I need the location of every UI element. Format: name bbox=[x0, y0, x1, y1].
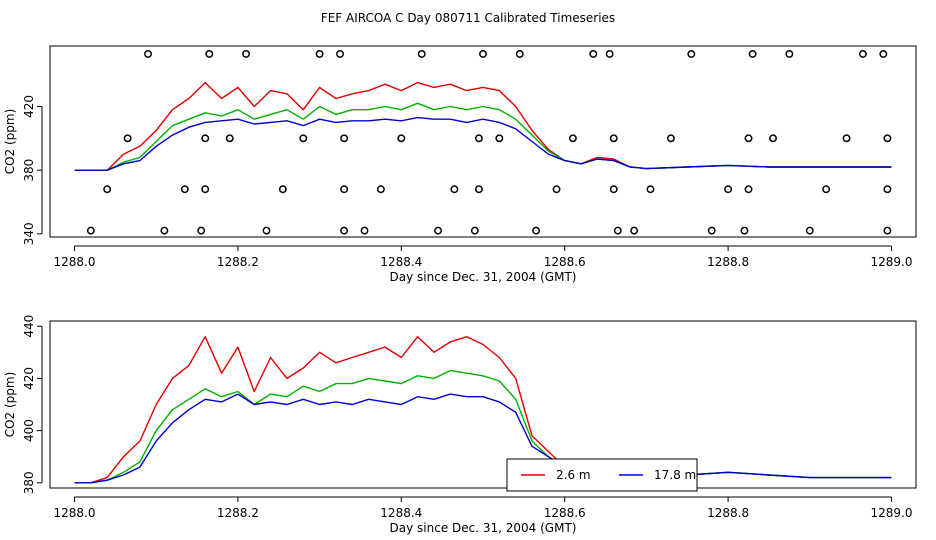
open-circle-marker bbox=[666, 134, 675, 143]
x-axis-label: Day since Dec. 31, 2004 (GMT) bbox=[390, 270, 577, 284]
open-circle-marker bbox=[589, 50, 598, 58]
open-circle-marker bbox=[479, 50, 487, 58]
x-tick-label: 1289.0 bbox=[870, 255, 912, 269]
top-panel: 1288.0 1288.2 1288.4 1288.6 1288.8 1289.0 Day … bbox=[3, 45, 917, 284]
x-tick-label: 1288.8 bbox=[707, 506, 749, 520]
open-circle-marker bbox=[123, 134, 132, 143]
series-line-17-8-m bbox=[74, 116, 892, 171]
x-tick-label: 1288.6 bbox=[544, 506, 586, 520]
open-circle-marker bbox=[687, 50, 696, 58]
open-circle-marker bbox=[144, 50, 152, 58]
open-circle-marker bbox=[470, 226, 479, 235]
open-circle-marker bbox=[474, 185, 483, 194]
x-tick-label: 1288.2 bbox=[217, 255, 259, 269]
open-circle-marker bbox=[609, 185, 618, 194]
open-circle-marker bbox=[434, 226, 443, 235]
y-tick-label: 380 bbox=[22, 471, 36, 494]
open-circle-marker bbox=[262, 226, 271, 235]
open-circle-marker bbox=[474, 134, 483, 143]
open-circle-marker bbox=[278, 185, 287, 194]
open-circle-marker bbox=[744, 134, 753, 143]
open-circle-marker bbox=[805, 226, 814, 235]
open-circle-marker bbox=[532, 226, 541, 235]
open-circle-marker bbox=[450, 185, 459, 194]
open-circle-marker bbox=[197, 226, 206, 235]
open-circle-marker bbox=[340, 134, 349, 143]
open-circle-marker bbox=[417, 50, 426, 58]
x-tick-label: 1288.4 bbox=[380, 506, 422, 520]
open-circle-marker bbox=[86, 226, 95, 235]
series-line-2-6-m bbox=[74, 81, 892, 171]
legend-entry-label: 2.6 m bbox=[556, 468, 591, 482]
open-circle-marker bbox=[225, 134, 234, 143]
open-circle-marker bbox=[785, 50, 794, 58]
y-tick-label: 400 bbox=[22, 419, 36, 442]
series-line-8-m bbox=[74, 102, 892, 171]
x-tick-label: 1289.0 bbox=[870, 506, 912, 520]
x-tick-label: 1288.0 bbox=[54, 255, 96, 269]
open-circle-marker bbox=[201, 185, 210, 194]
open-circle-marker bbox=[360, 226, 369, 235]
open-circle-marker bbox=[340, 185, 349, 194]
open-circle-marker bbox=[515, 50, 524, 58]
plot-frame bbox=[49, 45, 917, 238]
open-circle-marker bbox=[495, 134, 504, 143]
open-circle-marker bbox=[205, 50, 214, 58]
open-circle-marker bbox=[552, 185, 561, 194]
open-circle-marker bbox=[879, 50, 888, 58]
y-tick-label: 420 bbox=[22, 367, 36, 390]
y-tick-label: 420 bbox=[22, 95, 36, 118]
x-tick-label: 1288.6 bbox=[544, 255, 586, 269]
open-circle-marker bbox=[242, 50, 251, 58]
open-circle-marker bbox=[748, 50, 757, 58]
x-axis-label: Day since Dec. 31, 2004 (GMT) bbox=[390, 521, 577, 535]
open-circle-marker bbox=[340, 226, 349, 235]
open-circle-marker bbox=[883, 185, 892, 194]
open-circle-marker bbox=[740, 226, 749, 235]
y-tick-label: 380 bbox=[22, 159, 36, 182]
y-tick-label: 340 bbox=[22, 222, 36, 245]
open-circle-marker bbox=[299, 134, 308, 143]
open-circle-marker bbox=[103, 185, 112, 194]
y-tick-label: 440 bbox=[22, 315, 36, 338]
series-line-8-m bbox=[74, 369, 892, 484]
open-circle-marker bbox=[630, 226, 639, 235]
series-line-2-6-m bbox=[74, 336, 892, 484]
open-circle-marker bbox=[769, 134, 777, 143]
open-circle-marker bbox=[724, 185, 733, 194]
x-tick-label: 1288.0 bbox=[54, 506, 96, 520]
open-circle-marker bbox=[397, 134, 406, 143]
open-circle-marker bbox=[613, 226, 622, 235]
open-circle-marker bbox=[160, 226, 169, 235]
open-circle-marker bbox=[822, 185, 831, 194]
open-circle-marker bbox=[568, 134, 577, 143]
x-tick-label: 1288.2 bbox=[217, 506, 259, 520]
open-circle-marker bbox=[883, 226, 892, 235]
legend-entry-label: 17.8 m bbox=[654, 468, 696, 482]
plot-frame bbox=[49, 320, 917, 489]
y-axis-label: CO2 (ppm) bbox=[3, 372, 17, 438]
open-circle-marker bbox=[842, 134, 851, 143]
open-circle-marker bbox=[858, 50, 867, 58]
x-tick-label: 1288.8 bbox=[707, 255, 749, 269]
open-circle-marker bbox=[605, 50, 614, 58]
open-circle-marker bbox=[707, 226, 716, 235]
open-circle-marker bbox=[315, 50, 324, 58]
open-circle-marker bbox=[744, 185, 753, 194]
series-line-17-8-m bbox=[74, 393, 892, 484]
open-circle-marker bbox=[609, 134, 618, 143]
figure-title: FEF AIRCOA C Day 080711 Calibrated Times… bbox=[321, 11, 615, 25]
open-circle-marker bbox=[336, 50, 344, 58]
open-circle-marker bbox=[376, 185, 385, 194]
open-circle-marker bbox=[646, 185, 655, 194]
open-circle-marker bbox=[180, 185, 189, 194]
y-axis-label: CO2 (ppm) bbox=[3, 109, 17, 175]
bottom-panel: 1288.0 1288.2 1288.4 1288.6 1288.8 1289.0 Day … bbox=[3, 315, 917, 535]
open-circle-marker bbox=[883, 134, 892, 143]
open-circle-marker bbox=[201, 134, 210, 143]
x-tick-label: 1288.4 bbox=[380, 255, 422, 269]
